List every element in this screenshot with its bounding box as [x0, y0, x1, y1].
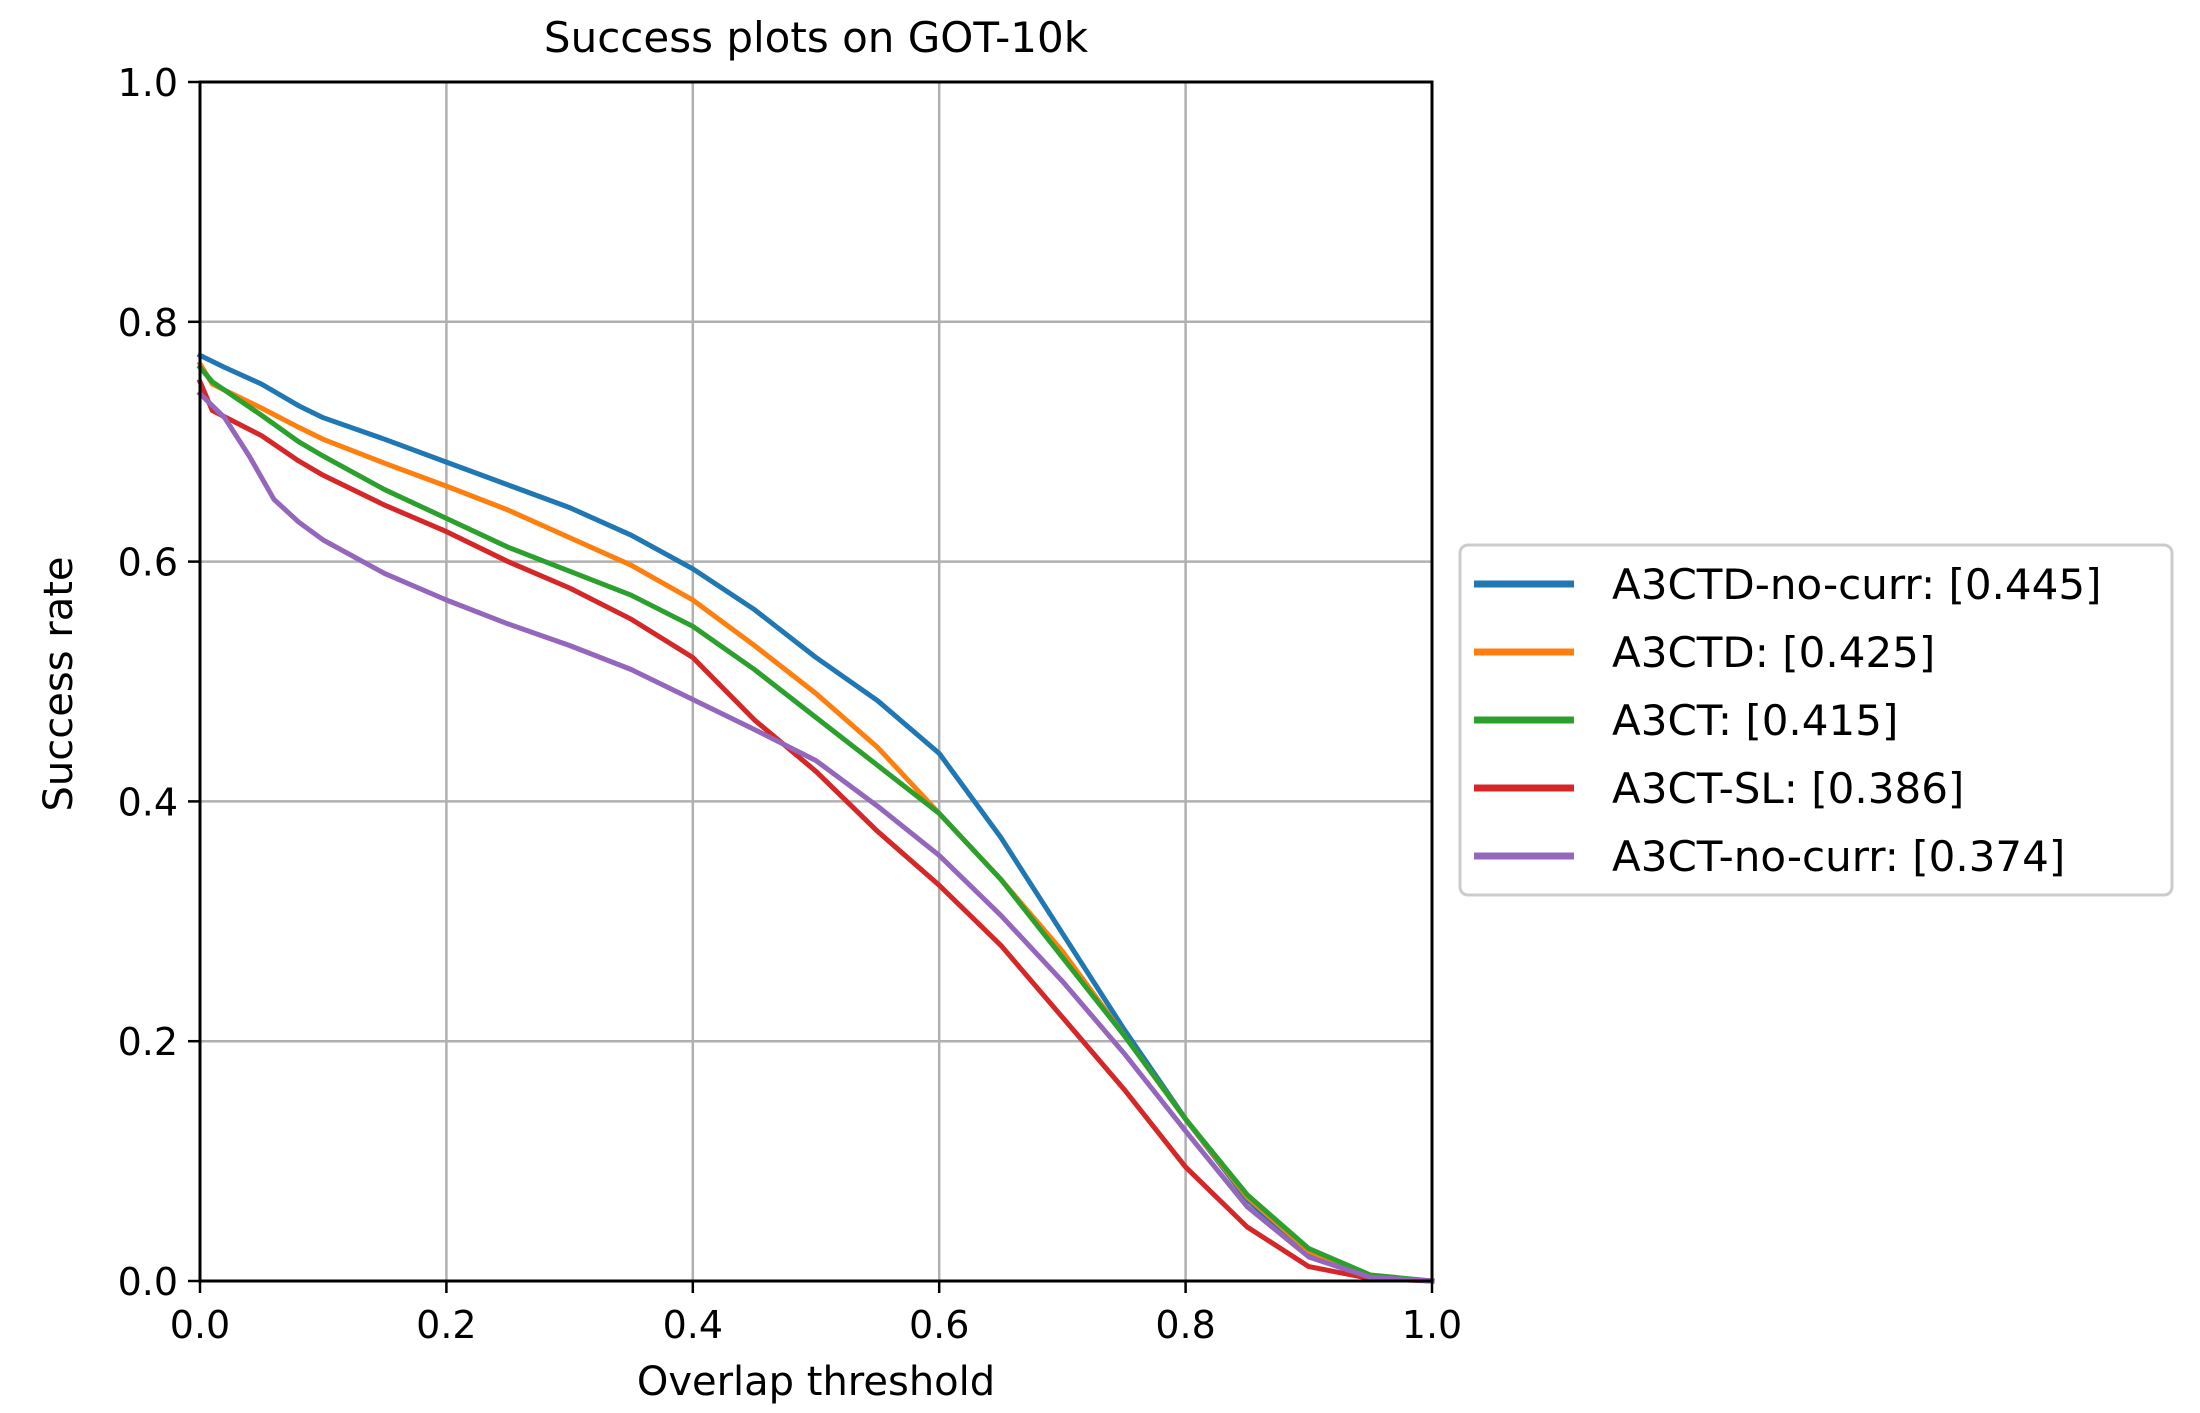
y-tick-label: 1.0: [118, 61, 178, 105]
series-line-5: [196, 390, 1435, 1284]
legend-label: A3CTD-no-curr: [0.445]: [1612, 560, 2101, 609]
legend-label: A3CT: [0.415]: [1612, 696, 1898, 745]
x-tick-label: 0.0: [170, 1303, 230, 1347]
y-tick-label: 0.4: [118, 780, 178, 824]
grid: [198, 80, 1434, 1283]
series-line-2: [196, 360, 1435, 1284]
series-lines: [196, 352, 1435, 1284]
x-tick-label: 0.8: [1155, 1303, 1215, 1347]
legend-label: A3CT-SL: [0.386]: [1612, 764, 1964, 813]
series-line-1: [196, 352, 1435, 1284]
legend-label: A3CTD: [0.425]: [1612, 628, 1935, 677]
x-tick-label: 1.0: [1402, 1303, 1462, 1347]
series-line-4: [196, 378, 1435, 1284]
x-tick-label: 0.4: [663, 1303, 723, 1347]
y-axis-label: Success rate: [36, 557, 82, 812]
plot-frame: [198, 80, 1434, 1283]
y-tick-label: 0.8: [118, 301, 178, 345]
x-tick-label: 0.2: [416, 1303, 476, 1347]
legend-frame: [1458, 543, 2174, 897]
legend-label: A3CT-no-curr: [0.374]: [1612, 832, 2065, 881]
axes: [188, 80, 1434, 1293]
series-line-3: [196, 363, 1435, 1284]
y-tick-label: 0.2: [118, 1020, 178, 1064]
y-tick-label: 0.6: [118, 541, 178, 585]
y-tick-label: 0.0: [118, 1260, 178, 1304]
x-axis-label: Overlap threshold: [637, 1359, 995, 1405]
chart-title: Success plots on GOT-10k: [544, 13, 1089, 62]
x-tick-label: 0.6: [909, 1303, 969, 1347]
legend: A3CTD-no-curr: [0.445] A3CTD: [0.425] A3CT…: [1458, 543, 2174, 897]
tick-labels: 0.0 0.2 0.4 0.6 0.8 1.0 0.0 0.2 0.4 0.6 0.8 1.0: [118, 61, 1463, 1347]
